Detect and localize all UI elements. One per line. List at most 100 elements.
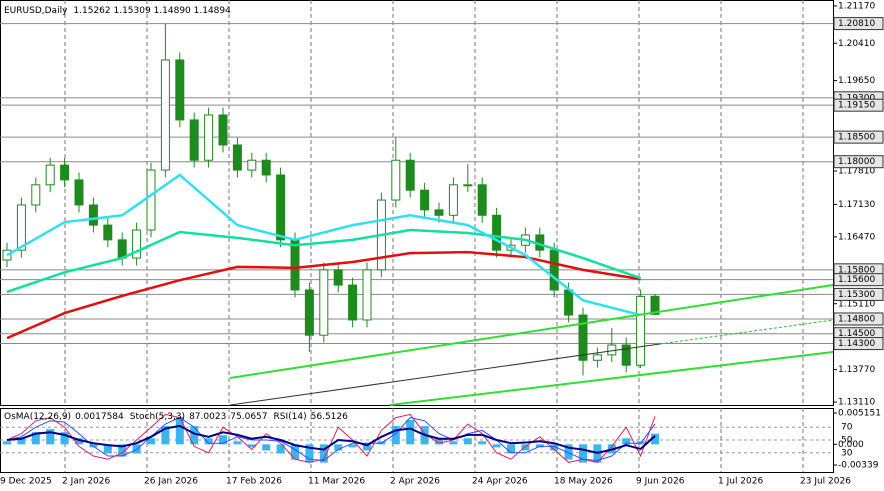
- level-label: 1.19300: [838, 93, 875, 103]
- trend-line: [229, 284, 834, 379]
- level-box: [833, 337, 884, 351]
- y-tick-label: -0.00339: [838, 460, 879, 470]
- candle-body: [405, 159, 415, 191]
- osma-bar: [579, 444, 587, 463]
- level-box: [833, 98, 884, 112]
- trend-line: [659, 319, 834, 345]
- candle-body: [319, 269, 329, 336]
- osma-bar: [17, 438, 26, 445]
- candle-body: [204, 114, 214, 161]
- x-tick-label: 2 Apr 2026: [390, 477, 440, 487]
- x-tick-label: 2 Jan 2026: [62, 477, 110, 487]
- candle-body: [45, 164, 55, 186]
- osma-bar: [449, 441, 458, 445]
- quote: 1.15262 1.15309 1.14890 1.14894: [73, 6, 231, 16]
- legend: OsMA(12,26,9): [4, 412, 71, 422]
- candle-body: [290, 239, 300, 291]
- x-tick-label: 9 Jun 2026: [636, 477, 685, 487]
- level-label: 1.14500: [838, 329, 875, 339]
- x-tick-label: 26 Jan 2026: [144, 477, 198, 487]
- level-box: [833, 287, 884, 301]
- osma-bar: [103, 444, 112, 454]
- candle-body: [103, 224, 113, 241]
- osma-bar: [60, 432, 69, 445]
- osma-bar: [190, 426, 199, 445]
- x-tick-label: 11 Mar 2026: [308, 477, 365, 487]
- candle-body: [636, 295, 646, 366]
- candle-body: [391, 159, 401, 201]
- layer: [0, 0, 833, 472]
- candle-body: [348, 284, 358, 321]
- candle-body: [146, 169, 156, 231]
- oscillator-line: [6, 417, 656, 461]
- y-tick-label: 1.16470: [838, 232, 875, 242]
- candle-body: [463, 184, 473, 187]
- candle-body: [621, 344, 631, 366]
- level-box: [833, 273, 884, 287]
- osma-bar: [550, 444, 559, 451]
- y-tick-label: 0.000: [838, 440, 864, 450]
- candle-body: [434, 209, 444, 216]
- moving-average: [6, 250, 641, 340]
- osma-bar: [622, 438, 631, 445]
- x-tick-label: 1 Jul 2026: [718, 477, 763, 487]
- level-box: [833, 130, 884, 144]
- osma-bar: [492, 444, 501, 448]
- candle-body: [477, 184, 487, 216]
- level-label: 1.15800: [838, 265, 875, 275]
- candle-body: [31, 184, 41, 206]
- legend: Stoch(5,3,3): [130, 412, 185, 422]
- osma-bar: [276, 444, 285, 454]
- osma-bar: [31, 432, 40, 445]
- level-box: [833, 17, 884, 31]
- osma-bar: [478, 441, 487, 445]
- y-tick-label: 1.20410: [838, 39, 875, 49]
- candle-body: [420, 189, 430, 211]
- osma-bar: [46, 429, 55, 445]
- level-label: 1.18500: [838, 133, 875, 143]
- y2-tick-label: 50: [841, 436, 853, 446]
- osma-bar: [319, 444, 328, 463]
- candle-body: [189, 119, 199, 161]
- candle-body: [492, 214, 502, 251]
- candle-body: [564, 289, 574, 316]
- candle-body: [117, 239, 127, 259]
- legend-value: 56.5126: [311, 412, 348, 422]
- osma-bar: [521, 444, 530, 451]
- candle-body: [448, 184, 458, 216]
- osma-bar: [75, 438, 83, 445]
- osma-bar: [3, 441, 11, 445]
- x-tick-label: 24 Apr 2026: [472, 477, 528, 487]
- osma-bar: [291, 444, 299, 460]
- oscillator-legend: OsMA(12,26,9) 0.0017584 Stoch(5,3,3) 87.002…: [4, 412, 348, 422]
- moving-average: [6, 173, 641, 317]
- level-label: 1.15600: [838, 275, 875, 285]
- y-tick-label: 1.21170: [838, 1, 875, 11]
- level-box: [833, 312, 884, 326]
- osma-bar: [564, 444, 573, 460]
- level-label: 1.14300: [838, 339, 875, 349]
- x-tick-label: 23 Jul 2026: [800, 477, 851, 487]
- legend: RSI(14): [274, 412, 307, 422]
- x-tick-label: 17 Feb 2026: [226, 477, 282, 487]
- candle-body: [261, 159, 271, 176]
- candle-body: [304, 289, 314, 336]
- candle-body: [60, 164, 70, 181]
- osma-bar: [161, 426, 170, 445]
- main-panel: [0, 0, 834, 406]
- candle-body: [232, 144, 242, 171]
- osma-bar: [463, 438, 472, 445]
- y-tick-label: 1.17810: [838, 167, 875, 177]
- candle-body: [592, 354, 602, 361]
- level-label: 1.15300: [838, 290, 875, 300]
- osma-bar: [305, 444, 314, 463]
- osma-bar: [535, 444, 544, 448]
- candle-body: [175, 59, 185, 121]
- y-tick-label: 0.005151: [838, 408, 881, 418]
- osma-bar: [118, 444, 127, 457]
- osma-bar: [233, 441, 242, 445]
- legend-value: 0.0017584: [75, 412, 124, 422]
- candle-body: [74, 179, 84, 206]
